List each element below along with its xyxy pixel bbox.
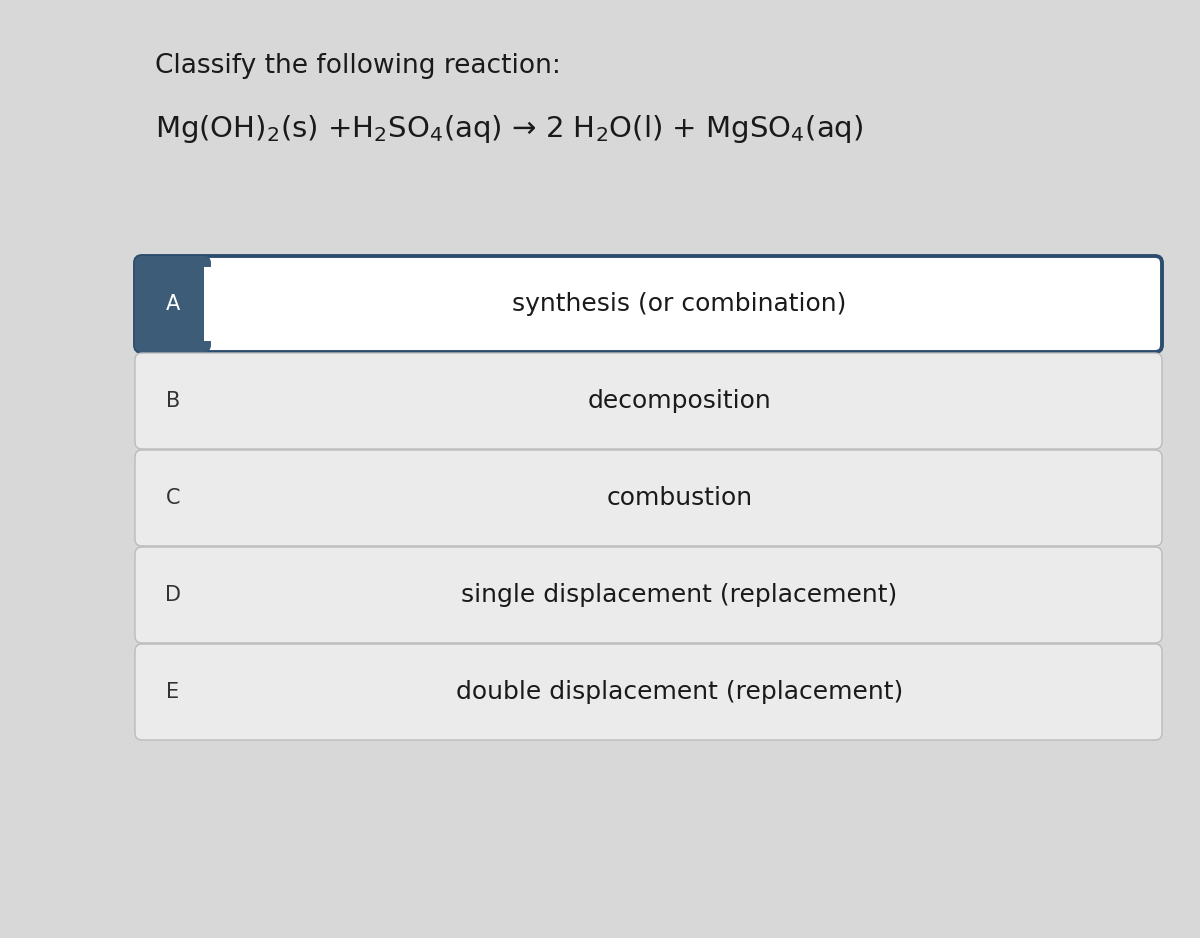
Text: double displacement (replacement): double displacement (replacement) [456, 680, 904, 704]
Text: single displacement (replacement): single displacement (replacement) [461, 583, 898, 607]
FancyBboxPatch shape [134, 256, 1162, 352]
FancyBboxPatch shape [134, 353, 1162, 449]
Text: E: E [167, 682, 180, 702]
Text: Classify the following reaction:: Classify the following reaction: [155, 53, 560, 79]
Text: C: C [166, 488, 180, 508]
Text: decomposition: decomposition [588, 389, 772, 413]
Text: B: B [166, 391, 180, 411]
Text: Mg(OH)$_2$(s) +H$_2$SO$_4$(aq) → 2 H$_2$O(l) + MgSO$_4$(aq): Mg(OH)$_2$(s) +H$_2$SO$_4$(aq) → 2 H$_2$… [155, 113, 863, 145]
Bar [204, 267, 212, 341]
Bar [176, 263, 208, 345]
Text: combustion: combustion [606, 486, 752, 510]
FancyBboxPatch shape [134, 644, 1162, 740]
Text: A: A [166, 294, 180, 314]
Text: synthesis (or combination): synthesis (or combination) [512, 292, 847, 316]
Text: D: D [166, 585, 181, 605]
FancyBboxPatch shape [134, 547, 1162, 643]
FancyBboxPatch shape [134, 256, 211, 352]
FancyBboxPatch shape [134, 450, 1162, 546]
